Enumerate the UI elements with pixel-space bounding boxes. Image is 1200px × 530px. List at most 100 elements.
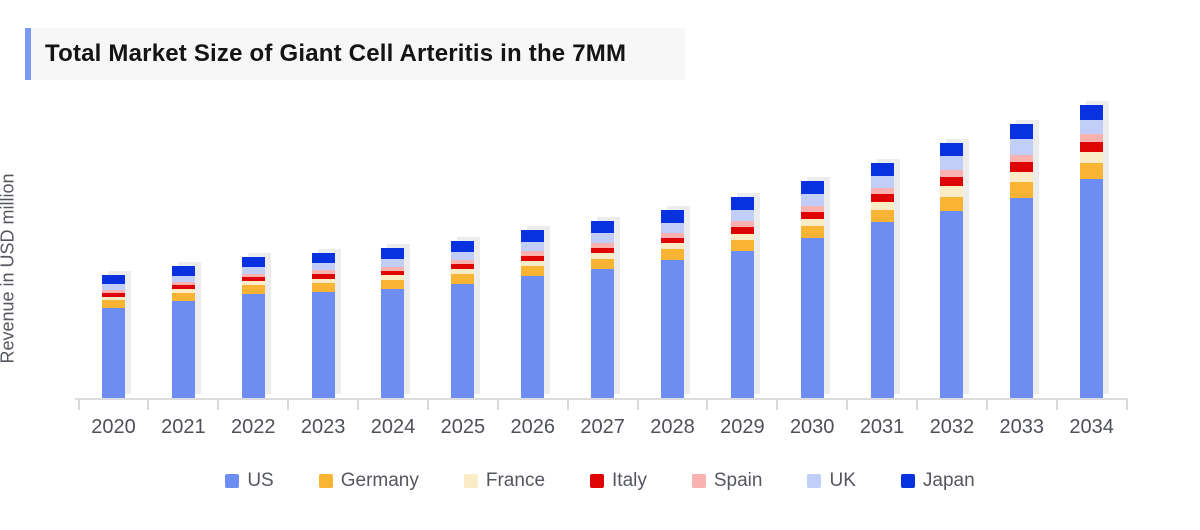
x-axis-tick xyxy=(636,400,639,410)
bar-segment-japan-2026 xyxy=(521,230,545,242)
legend-item-us[interactable]: US xyxy=(225,470,274,492)
bar-segment-uk-2022 xyxy=(241,267,265,274)
bar-segment-france-2029 xyxy=(730,233,754,240)
bar-segment-france-2026 xyxy=(521,260,545,266)
bar-segment-us-2028 xyxy=(660,260,684,398)
legend-label-japan: Japan xyxy=(922,470,975,491)
legend-swatch-spain-icon xyxy=(691,474,706,488)
bar-segment-japan-2022 xyxy=(241,257,265,267)
legend-item-uk[interactable]: UK xyxy=(807,470,856,492)
legend-item-spain[interactable]: Spain xyxy=(691,470,762,492)
bar-segment-italy-2021 xyxy=(171,285,195,289)
x-tick-label-2031: 2031 xyxy=(859,416,905,438)
bar-segment-us-2029 xyxy=(730,251,754,398)
bar-2028[interactable] xyxy=(660,210,684,398)
x-axis-tick xyxy=(357,400,360,410)
bar-2020[interactable] xyxy=(102,274,125,398)
bar-segment-france-2023 xyxy=(311,278,335,283)
legend-swatch-france-icon xyxy=(463,474,478,488)
bar-segment-france-2021 xyxy=(171,289,195,293)
bar-2022[interactable] xyxy=(241,257,265,398)
bar-segment-spain-2020 xyxy=(102,289,125,293)
bar-segment-germany-2030 xyxy=(800,226,824,238)
legend-item-germany[interactable]: Germany xyxy=(318,470,419,492)
bar-segment-spain-2022 xyxy=(241,273,265,277)
bar-segment-japan-2033 xyxy=(1010,124,1034,139)
bar-2030[interactable] xyxy=(800,181,824,398)
bar-2031[interactable] xyxy=(870,163,894,398)
legend-label-germany: Germany xyxy=(340,470,419,491)
bar-segment-france-2022 xyxy=(241,281,265,285)
bar-segment-germany-2025 xyxy=(451,274,475,284)
bar-2032[interactable] xyxy=(940,142,964,398)
legend-swatch-us-icon xyxy=(225,474,240,488)
bar-segment-us-2030 xyxy=(800,238,824,398)
x-tick-label-2021: 2021 xyxy=(161,416,206,438)
bar-segment-germany-2024 xyxy=(381,279,405,289)
x-axis-tick xyxy=(1055,400,1058,410)
bar-segment-france-2034 xyxy=(1080,152,1104,163)
bar-segment-us-2032 xyxy=(940,211,964,398)
bar-segment-italy-2029 xyxy=(730,227,754,234)
bar-segment-spain-2026 xyxy=(521,251,545,256)
legend-item-japan[interactable]: Japan xyxy=(900,470,975,492)
bar-segment-spain-2030 xyxy=(800,206,824,212)
bar-segment-us-2031 xyxy=(870,222,894,398)
legend-label-uk: UK xyxy=(829,470,856,491)
bar-2023[interactable] xyxy=(311,253,335,398)
x-axis-tick xyxy=(147,400,150,410)
bar-segment-germany-2026 xyxy=(521,266,545,276)
bar-segment-italy-2031 xyxy=(870,194,894,202)
bar-segment-germany-2033 xyxy=(1010,181,1034,198)
bar-segment-japan-2030 xyxy=(800,181,824,194)
chart-legend: US Germany France Italy Spain UK Japan xyxy=(0,470,1200,492)
bar-segment-japan-2029 xyxy=(730,196,754,210)
bar-segment-japan-2021 xyxy=(171,266,195,276)
bar-2021[interactable] xyxy=(171,266,195,398)
bar-segment-spain-2029 xyxy=(730,221,754,227)
bar-segment-uk-2020 xyxy=(102,283,125,290)
bar-segment-japan-2024 xyxy=(381,248,405,259)
bar-segment-japan-2032 xyxy=(940,142,964,156)
bar-segment-france-2020 xyxy=(102,296,125,300)
bar-segment-germany-2027 xyxy=(591,258,615,269)
bar-segment-italy-2030 xyxy=(800,211,824,219)
bar-segment-us-2020 xyxy=(102,308,125,398)
bar-2025[interactable] xyxy=(451,241,475,398)
chart-title: Total Market Size of Giant Cell Arteriti… xyxy=(45,40,627,67)
legend-label-france: France xyxy=(485,470,546,491)
x-tick-label-2023: 2023 xyxy=(300,416,346,438)
x-tick-label-2033: 2033 xyxy=(999,416,1045,438)
x-tick-label-2026: 2026 xyxy=(510,416,555,438)
bar-segment-france-2033 xyxy=(1010,171,1034,182)
legend-swatch-japan-icon xyxy=(900,474,915,488)
x-axis-tick xyxy=(287,400,290,410)
bar-2024[interactable] xyxy=(381,248,405,398)
bar-segment-uk-2032 xyxy=(940,156,964,170)
legend-item-france[interactable]: France xyxy=(463,470,546,492)
bar-segment-japan-2034 xyxy=(1080,105,1104,120)
legend-swatch-germany-icon xyxy=(318,474,333,488)
x-axis-tick xyxy=(217,400,220,410)
bar-2026[interactable] xyxy=(521,230,545,398)
bar-2033[interactable] xyxy=(1010,124,1034,398)
bar-segment-uk-2031 xyxy=(870,175,894,188)
x-axis-tick xyxy=(846,400,849,410)
bar-segment-uk-2023 xyxy=(311,263,335,270)
bar-segment-france-2028 xyxy=(660,243,684,249)
bar-2027[interactable] xyxy=(591,220,615,398)
bar-segment-germany-2023 xyxy=(311,282,335,292)
bar-segment-france-2024 xyxy=(381,275,405,280)
legend-item-italy[interactable]: Italy xyxy=(590,470,647,492)
bar-segment-germany-2020 xyxy=(102,300,125,308)
legend-label-italy: Italy xyxy=(612,470,647,491)
bar-2034[interactable] xyxy=(1080,105,1104,398)
bar-segment-france-2032 xyxy=(940,186,964,197)
bar-segment-spain-2023 xyxy=(311,270,335,274)
x-tick-label-2028: 2028 xyxy=(650,416,695,438)
x-tick-label-2032: 2032 xyxy=(929,416,975,438)
plot-area xyxy=(75,95,1128,410)
bar-2029[interactable] xyxy=(730,196,754,398)
x-tick-label-2029: 2029 xyxy=(720,416,765,438)
